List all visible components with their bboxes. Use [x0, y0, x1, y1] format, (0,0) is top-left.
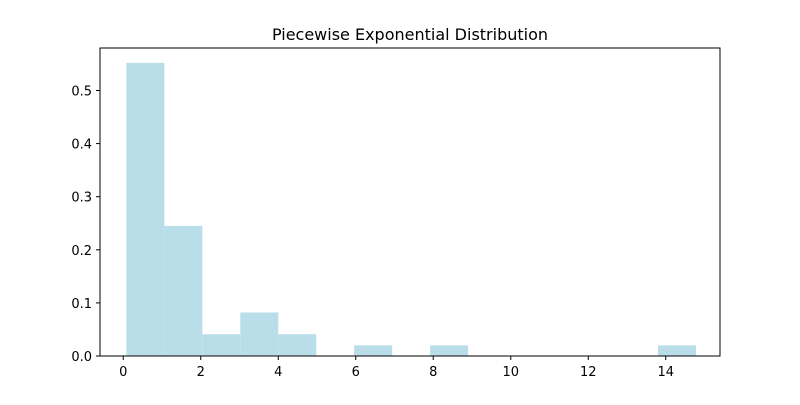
y-axis: 0.0 0.1 0.2 0.3 0.4 0.5: [71, 84, 100, 365]
y-tick-label-5: 0.5: [71, 84, 92, 99]
chart-title: Piecewise Exponential Distribution: [272, 25, 548, 44]
histogram-bar-8: [430, 345, 469, 356]
y-tick-label-4: 0.4: [71, 138, 92, 153]
x-tick-label-2: 4: [274, 365, 282, 380]
y-tick-label-1: 0.1: [71, 297, 92, 312]
x-tick-label-6: 12: [580, 365, 597, 380]
x-tick-label-4: 8: [429, 365, 437, 380]
y-tick-label-3: 0.3: [71, 191, 92, 206]
plot-area-frame: [99, 47, 721, 357]
x-tick-label-5: 10: [502, 365, 519, 380]
histogram-bar-4: [278, 334, 317, 356]
y-tick-label-2: 0.2: [71, 244, 92, 259]
bars-layer: [126, 62, 696, 357]
histogram-bar-6: [354, 345, 393, 356]
x-tick-label-7: 14: [657, 365, 674, 380]
histogram-bar-14: [658, 345, 696, 356]
histogram-bar-2: [202, 334, 241, 356]
histogram-bar-0: [126, 62, 165, 357]
x-axis: 0 2 4 6 8 10 12 14: [119, 356, 674, 380]
x-tick-label-1: 2: [197, 365, 205, 380]
histogram-bar-1: [164, 225, 203, 356]
x-tick-label-0: 0: [119, 365, 127, 380]
histogram-bar-3: [240, 312, 279, 356]
y-tick-label-0: 0.0: [71, 350, 92, 365]
x-tick-label-3: 6: [352, 365, 360, 380]
